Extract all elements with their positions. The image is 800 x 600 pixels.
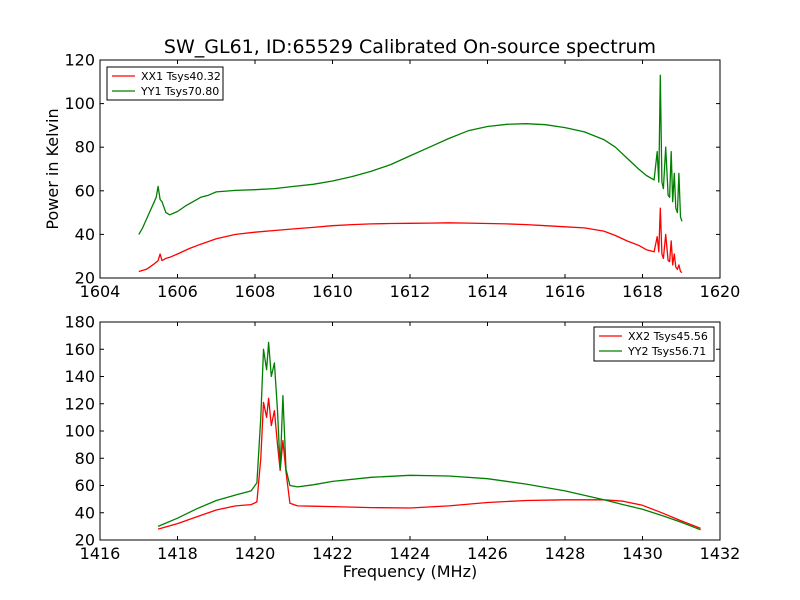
x-tick-label: 1418 (157, 544, 198, 563)
series-line-2 (138, 74, 683, 235)
y-tick-label: 180 (64, 313, 95, 332)
series-group (138, 74, 683, 274)
x-tick-label: 1430 (622, 544, 663, 563)
x-tick-label: 1420 (235, 544, 276, 563)
x-tick-label: 1610 (312, 282, 353, 301)
y-tick-label: 20 (75, 269, 95, 288)
series-line-1 (138, 207, 683, 274)
x-tick-label: 1424 (390, 544, 431, 563)
legend-label-2: YY1 Tsys70.80 (140, 85, 219, 98)
legend-label-1: XX2 Tsys45.56 (628, 330, 708, 343)
legend: XX1 Tsys40.32 YY1 Tsys70.80 (106, 66, 224, 101)
x-tick-label: 1612 (390, 282, 431, 301)
y-tick-label: 80 (75, 449, 95, 468)
chart-panel-1: 1604 1606 1608 1610 1612 1614 1616 1618 1620 20 40… (43, 51, 740, 302)
y-tick-label: 120 (64, 51, 95, 70)
chart-panels: 1604 1606 1608 1610 1612 1614 1616 1618 1620 20 40… (43, 51, 740, 582)
x-tick-label: 1416 (80, 544, 121, 563)
y-axis-title: Power in Kelvin (43, 108, 62, 229)
y-tick-label: 20 (75, 531, 95, 550)
y-tick-label: 60 (75, 181, 95, 200)
x-tick-label: 1604 (80, 282, 121, 301)
legend-box (593, 326, 715, 362)
legend-box (106, 66, 224, 101)
legend-label-2: YY2 Tsys56.71 (627, 345, 706, 358)
x-tick-label: 1616 (545, 282, 586, 301)
x-tick-label: 1618 (622, 282, 663, 301)
y-tick-label: 40 (75, 503, 95, 522)
y-tick-label: 100 (64, 94, 95, 113)
x-tick-label: 1614 (467, 282, 508, 301)
x-tick-label: 1608 (235, 282, 276, 301)
y-tick-label: 160 (64, 340, 95, 359)
x-axis-title: Frequency (MHz) (343, 562, 477, 581)
y-tick-label: 100 (64, 422, 95, 441)
chart-panel-2: 1416 1418 1420 1422 1424 1426 1428 1430 1432 20 40… (64, 313, 740, 582)
legend-label-1: XX1 Tsys40.32 (141, 70, 221, 83)
legend: XX2 Tsys45.56 YY2 Tsys56.71 (593, 326, 715, 362)
y-tick-label: 120 (64, 394, 95, 413)
y-tick-label: 80 (75, 138, 95, 157)
x-tick-label: 1422 (312, 544, 353, 563)
y-tick-label: 60 (75, 476, 95, 495)
y-tick-label: 140 (64, 367, 95, 386)
figure-title: SW_GL61, ID:65529 Calibrated On-source s… (164, 36, 656, 58)
x-tick-label: 1426 (467, 544, 508, 563)
x-tick-label: 1606 (157, 282, 198, 301)
series-group (157, 341, 701, 531)
x-tick-label: 1620 (700, 282, 741, 301)
x-tick-label: 1432 (700, 544, 741, 563)
series-line-2 (157, 341, 701, 531)
y-tick-label: 40 (75, 225, 95, 244)
x-tick-label: 1428 (545, 544, 586, 563)
